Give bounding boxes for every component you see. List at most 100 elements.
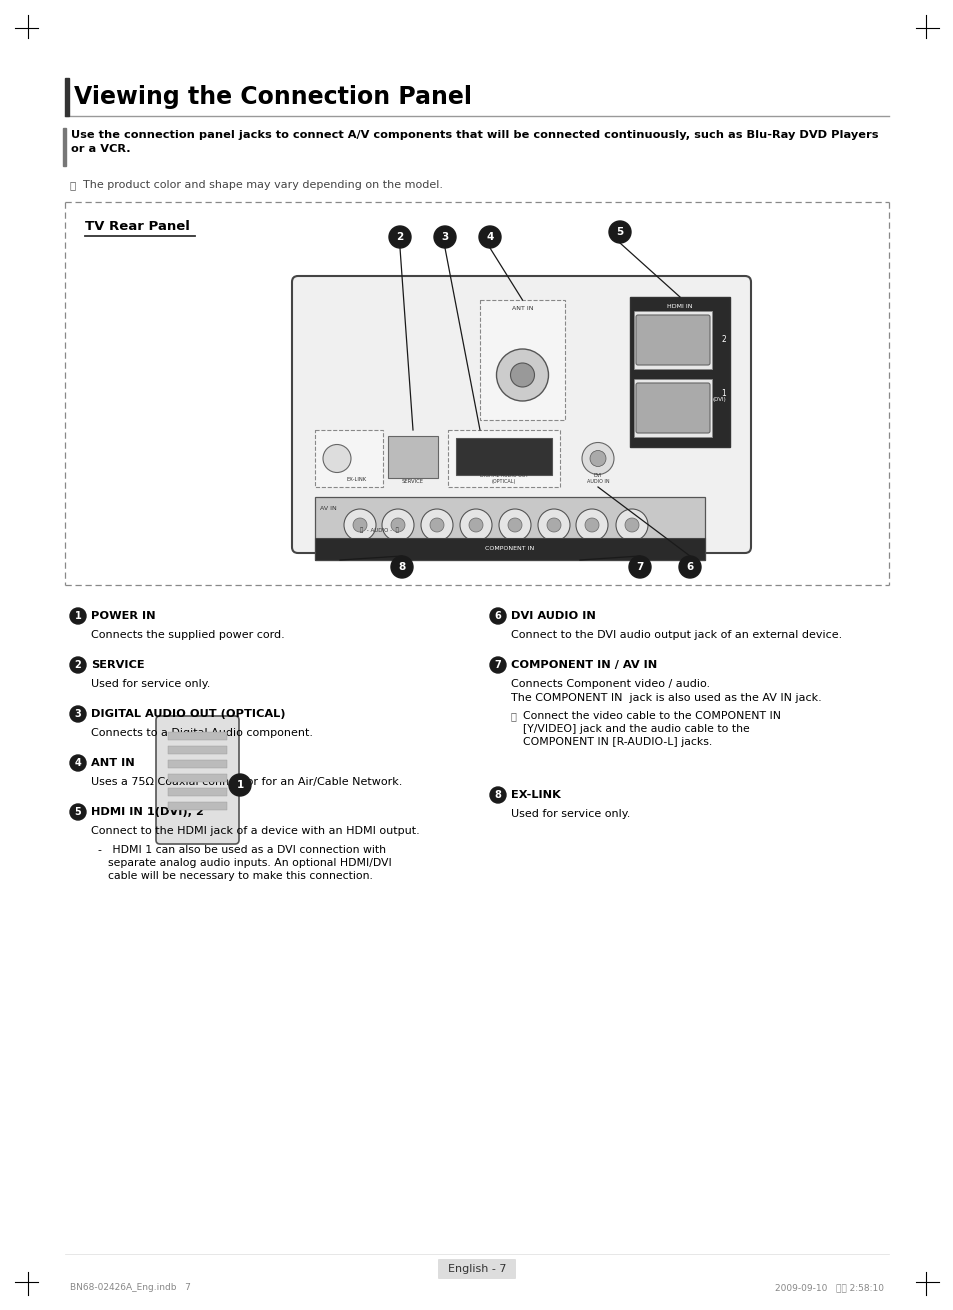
Text: ⓘ: ⓘ — [70, 179, 76, 190]
Circle shape — [469, 517, 482, 532]
Circle shape — [589, 451, 605, 466]
Text: Connects the supplied power cord.: Connects the supplied power cord. — [91, 630, 284, 641]
Bar — [168, 745, 227, 755]
Text: 3: 3 — [74, 709, 81, 719]
Circle shape — [70, 706, 86, 722]
FancyBboxPatch shape — [156, 717, 239, 844]
Circle shape — [546, 517, 560, 532]
Text: 1: 1 — [74, 610, 81, 621]
Text: AV IN: AV IN — [319, 507, 336, 511]
Circle shape — [490, 608, 505, 624]
Text: ANT IN: ANT IN — [511, 307, 533, 312]
Circle shape — [576, 510, 607, 541]
Circle shape — [581, 443, 614, 474]
Circle shape — [323, 444, 351, 473]
Circle shape — [628, 555, 650, 578]
Circle shape — [344, 510, 375, 541]
Circle shape — [391, 517, 405, 532]
Circle shape — [70, 755, 86, 772]
Text: Used for service only.: Used for service only. — [91, 679, 211, 689]
Circle shape — [496, 348, 548, 401]
Text: Connects Component video / audio.
The COMPONENT IN  jack is also used as the AV : Connects Component video / audio. The CO… — [511, 679, 821, 702]
Text: DVI
AUDIO IN: DVI AUDIO IN — [586, 473, 609, 483]
Bar — [63, 128, 66, 166]
Bar — [168, 789, 227, 796]
Text: COMPONENT IN: COMPONENT IN — [485, 546, 534, 552]
Circle shape — [70, 804, 86, 820]
Text: 8: 8 — [494, 790, 501, 800]
Text: Viewing the Connection Panel: Viewing the Connection Panel — [74, 85, 472, 109]
Circle shape — [459, 510, 492, 541]
Circle shape — [353, 517, 367, 532]
Text: Connect to the DVI audio output jack of an external device.: Connect to the DVI audio output jack of … — [511, 630, 841, 641]
Circle shape — [389, 227, 411, 248]
Text: ANT IN: ANT IN — [91, 758, 134, 768]
Text: Ⓐ  - AUDIO -  Ⓕ: Ⓐ - AUDIO - Ⓕ — [359, 528, 398, 533]
Circle shape — [420, 510, 453, 541]
Text: ⓘ: ⓘ — [511, 711, 517, 720]
Text: POWER IN: POWER IN — [91, 610, 155, 621]
Text: 7: 7 — [494, 660, 501, 669]
Text: Connect to the HDMI jack of a device with an HDMI output.: Connect to the HDMI jack of a device wit… — [91, 827, 419, 836]
Circle shape — [70, 658, 86, 673]
Bar — [168, 774, 227, 782]
Circle shape — [537, 510, 569, 541]
Circle shape — [430, 517, 443, 532]
Circle shape — [70, 608, 86, 624]
FancyBboxPatch shape — [636, 383, 709, 434]
Text: TV Rear Panel: TV Rear Panel — [85, 220, 190, 233]
Circle shape — [434, 227, 456, 248]
Text: 2: 2 — [720, 335, 725, 345]
Text: HDMI IN 1(DVI), 2: HDMI IN 1(DVI), 2 — [91, 807, 204, 817]
Text: 2: 2 — [74, 660, 81, 669]
Circle shape — [507, 517, 521, 532]
Bar — [65, 79, 69, 117]
Text: Uses a 75Ω Coaxial connector for an Air/Cable Network.: Uses a 75Ω Coaxial connector for an Air/… — [91, 777, 402, 787]
Text: The product color and shape may vary depending on the model.: The product color and shape may vary dep… — [83, 179, 442, 190]
Bar — [456, 438, 552, 476]
Bar — [634, 379, 711, 438]
Circle shape — [478, 227, 500, 248]
Text: COMPONENT IN / AV IN: COMPONENT IN / AV IN — [511, 660, 657, 669]
Text: HDMI IN: HDMI IN — [666, 304, 692, 308]
Text: cable will be necessary to make this connection.: cable will be necessary to make this con… — [108, 871, 373, 882]
Circle shape — [616, 510, 647, 541]
Bar — [168, 802, 227, 810]
Circle shape — [608, 221, 630, 242]
FancyBboxPatch shape — [292, 276, 750, 553]
FancyBboxPatch shape — [437, 1259, 516, 1279]
Text: Connects to a Digital Audio component.: Connects to a Digital Audio component. — [91, 728, 313, 738]
Bar — [314, 538, 704, 559]
Bar — [388, 436, 437, 478]
Text: EX-LINK: EX-LINK — [347, 477, 367, 482]
Text: DIGITAL AUDIO OUT (OPTICAL): DIGITAL AUDIO OUT (OPTICAL) — [91, 709, 285, 719]
Text: 8: 8 — [398, 562, 405, 572]
Circle shape — [624, 517, 639, 532]
Text: separate analog audio inputs. An optional HDMI/DVI: separate analog audio inputs. An optiona… — [108, 858, 392, 869]
Text: BN68-02426A_Eng.indb   7: BN68-02426A_Eng.indb 7 — [70, 1284, 191, 1293]
Circle shape — [498, 510, 531, 541]
Text: Used for service only.: Used for service only. — [511, 810, 630, 819]
Text: DVI AUDIO IN: DVI AUDIO IN — [511, 610, 596, 621]
Text: 2009-09-10   오후 2:58:10: 2009-09-10 오후 2:58:10 — [774, 1284, 883, 1293]
Circle shape — [510, 363, 534, 386]
Bar — [168, 732, 227, 740]
Text: -   HDMI 1 can also be used as a DVI connection with: - HDMI 1 can also be used as a DVI conne… — [98, 845, 386, 855]
Text: 6: 6 — [685, 562, 693, 572]
FancyBboxPatch shape — [636, 314, 709, 365]
Text: (DVI): (DVI) — [712, 397, 725, 402]
Text: Connect the video cable to the COMPONENT IN: Connect the video cable to the COMPONENT… — [522, 711, 781, 720]
Circle shape — [584, 517, 598, 532]
Text: 6: 6 — [494, 610, 501, 621]
Text: SERVICE: SERVICE — [401, 479, 423, 483]
Text: 3: 3 — [441, 232, 448, 242]
Bar — [448, 430, 559, 487]
Bar — [314, 430, 382, 487]
Bar — [168, 760, 227, 768]
Text: 4: 4 — [74, 758, 81, 768]
Circle shape — [490, 658, 505, 673]
Circle shape — [490, 787, 505, 803]
Text: SERVICE: SERVICE — [91, 660, 145, 669]
Circle shape — [229, 774, 251, 796]
Bar — [314, 496, 704, 559]
